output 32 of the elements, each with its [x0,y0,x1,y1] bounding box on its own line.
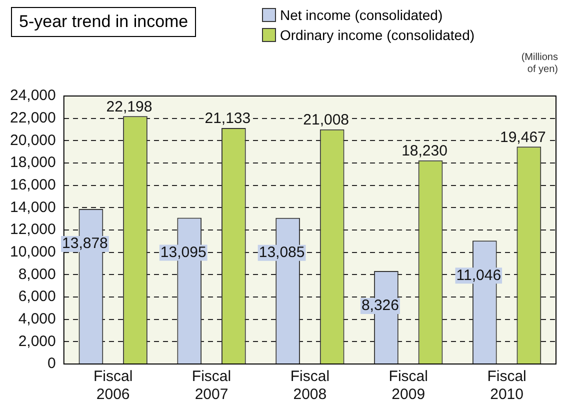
y-tick-label: 10,000 [10,243,56,260]
data-label: 13,095 [160,244,206,261]
chart-title: 5-year trend in income [11,7,196,37]
legend-label: Ordinary income (consolidated) [280,26,475,45]
x-tick-label: Fiscal 2008 [290,368,330,404]
y-tick-label: 20,000 [10,132,56,149]
y-tick-label: 14,000 [10,198,56,216]
data-label: 21,008 [303,112,350,129]
x-tick-label: Fiscal 2009 [388,368,428,404]
data-label: 8,326 [361,297,399,314]
y-tick-label: 6,000 [18,288,56,306]
y-tick-label: 22,000 [10,109,56,126]
y-tick-label: 24,000 [10,87,56,104]
y-tick-label: 18,000 [10,154,56,172]
data-label: 19,467 [500,128,546,146]
data-label: 22,198 [106,98,152,116]
y-tick-label: 16,000 [10,176,56,194]
data-label: 18,230 [402,142,448,160]
y-tick-label: 4,000 [18,310,56,328]
y-tick-label: 0 [48,355,56,372]
y-tick-label: 8,000 [18,266,56,283]
data-label: 13,085 [258,244,305,262]
text: (Millions of yen) [520,52,558,76]
y-tick-label: 12,000 [10,221,56,238]
x-tick-label: Fiscal 2006 [94,368,133,404]
data-label: 21,133 [204,110,251,128]
data-label: 11,046 [456,266,502,284]
data-label: 13,878 [62,235,108,252]
x-tick-label: Fiscal 2007 [192,368,232,404]
y-tick-label: 2,000 [18,332,56,350]
legend-label: Net income (consolidated) [280,6,443,25]
x-tick-label: Fiscal 2010 [487,368,526,404]
